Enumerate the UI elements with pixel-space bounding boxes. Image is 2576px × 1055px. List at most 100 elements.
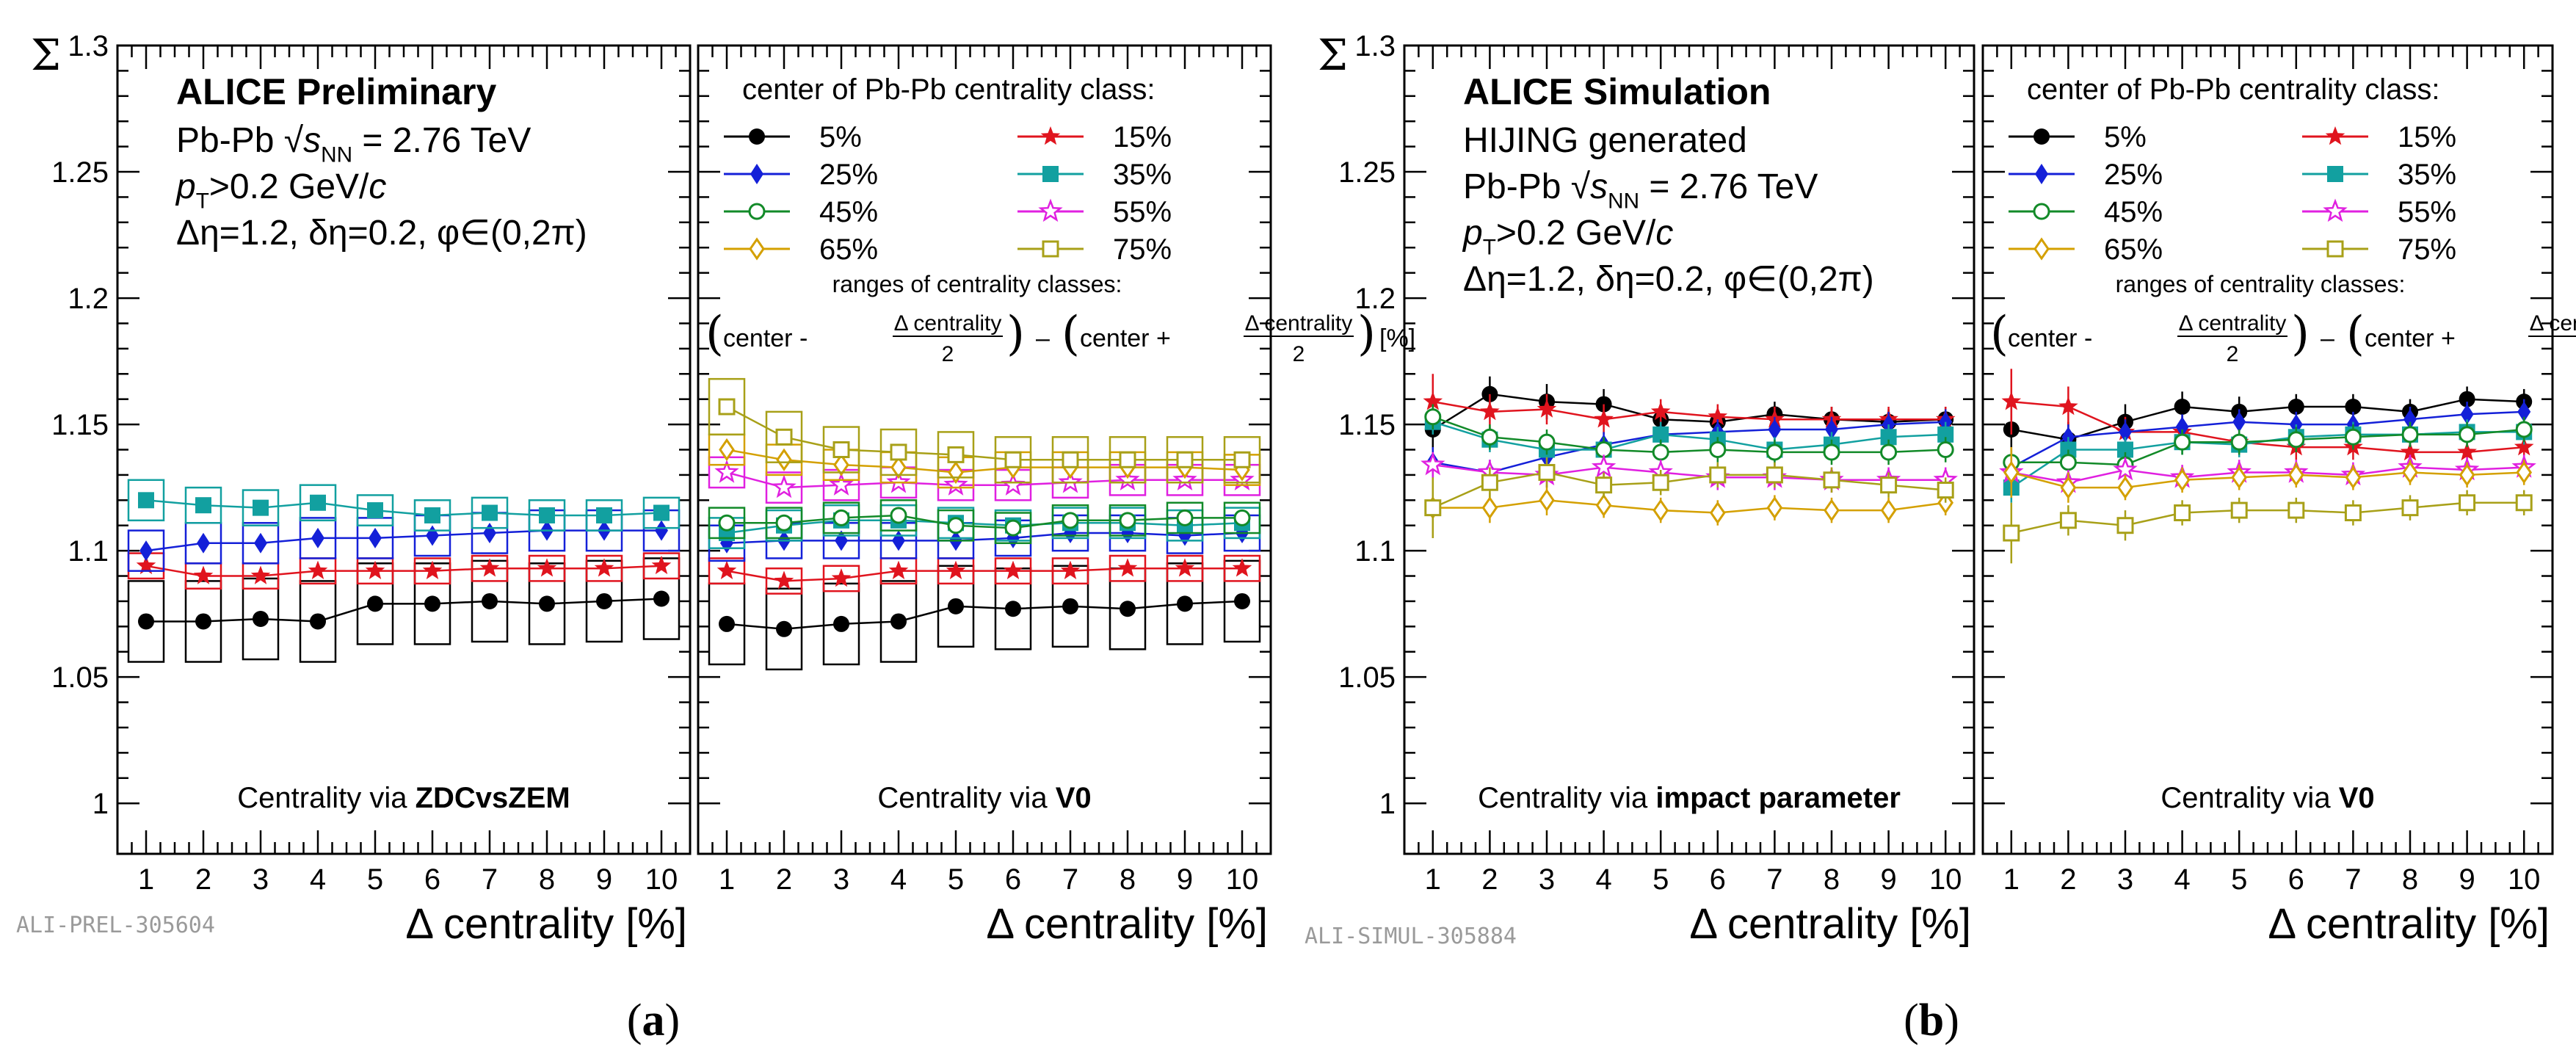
data-point <box>1423 391 1443 410</box>
x-tick-label: 8 <box>1824 863 1840 896</box>
data-point <box>1119 512 1136 529</box>
data-point <box>482 592 498 609</box>
x-tick-label: 2 <box>2060 863 2076 896</box>
systematic-box <box>765 471 803 504</box>
systematic-box <box>1109 436 1147 484</box>
data-point <box>890 455 907 479</box>
data-point <box>2116 517 2134 534</box>
data-point <box>1005 601 1021 617</box>
subpanel-b-1: 1 2 3 4 5 6 7 8 9 10 Δ centrality [%] Centrality vi… <box>1403 44 1975 948</box>
legend-label: 25% <box>2104 159 2163 191</box>
systematic-box <box>994 512 1032 545</box>
series-line <box>727 514 1242 529</box>
data-point <box>653 590 670 607</box>
systematic-box <box>994 557 1032 585</box>
data-point <box>1768 418 1782 440</box>
data-point <box>2059 454 2077 471</box>
series-line <box>1432 393 1946 431</box>
data-point <box>719 615 735 632</box>
data-point <box>2230 433 2248 451</box>
data-point <box>1766 466 1783 484</box>
data-point <box>653 504 670 521</box>
data-point <box>2401 499 2419 517</box>
data-point <box>2175 416 2189 438</box>
data-point <box>1539 488 1555 512</box>
data-point <box>1880 443 1898 461</box>
data-point <box>890 507 907 524</box>
chart-panel-a: Σ11.051.11.151.21.251.31 2 3 4 5 6 7 8 9 10Δ cent… <box>16 30 1415 1045</box>
data-point <box>1060 560 1081 579</box>
series-line <box>145 499 662 517</box>
systematic-box <box>642 552 681 580</box>
data-point <box>2174 433 2191 451</box>
series-line <box>2011 398 2525 441</box>
systematic-box <box>127 580 165 663</box>
data-point <box>718 514 736 532</box>
legend-label: 65% <box>819 233 878 266</box>
data-point <box>253 611 269 628</box>
systematic-box <box>528 554 566 582</box>
series-35pct <box>1424 409 1954 463</box>
data-point <box>138 492 154 509</box>
y-tick-label: 1.3 <box>1354 30 1396 62</box>
data-point <box>1176 451 1194 468</box>
data-point <box>1062 598 1078 614</box>
data-point <box>367 595 383 612</box>
data-point <box>369 527 382 548</box>
systematic-box <box>242 522 280 565</box>
legend-entry: 55% <box>2302 196 2456 228</box>
systematic-box <box>879 428 918 476</box>
series-line <box>146 598 662 623</box>
series-45pct <box>708 499 1261 545</box>
y-tick-label: 1.05 <box>1338 661 1396 694</box>
data-point <box>138 613 154 630</box>
data-point <box>2174 399 2191 416</box>
formula-paren: ) <box>1006 307 1025 361</box>
legend-entry: 15% <box>1017 121 1172 153</box>
data-point <box>1062 512 1079 529</box>
formula-dash: – <box>1036 325 1050 352</box>
experiment-label: ALICE Preliminary <box>176 71 496 112</box>
systematic-box <box>937 509 975 542</box>
y-tick-label: 1.05 <box>51 661 109 694</box>
x-tick-label: 7 <box>1062 863 1078 896</box>
x-axis-title: Δ centrality [%] <box>405 900 687 948</box>
data-point <box>2231 465 2248 489</box>
data-point <box>253 499 269 516</box>
series-line <box>2011 400 2525 454</box>
data-point <box>1937 441 1954 458</box>
series-line <box>1432 400 1946 421</box>
x-tick-label: 2 <box>1481 863 1498 896</box>
systematic-box <box>184 580 222 663</box>
y-tick-label: 1.2 <box>1354 283 1396 315</box>
legend-entry: 5% <box>724 121 862 153</box>
data-point <box>775 514 793 532</box>
x-axis-title: Δ centrality [%] <box>986 900 1268 948</box>
data-point <box>1880 429 1897 446</box>
series-line <box>1432 421 1946 474</box>
series-5pct <box>2003 386 2533 457</box>
legend-label: 45% <box>2104 196 2163 228</box>
data-point <box>1595 476 1613 494</box>
systematic-box <box>708 557 746 585</box>
systematic-box <box>127 529 165 572</box>
series-45pct <box>1424 404 1954 465</box>
series-65pct <box>1424 477 1954 538</box>
series-line <box>726 567 1242 582</box>
systematic-box <box>1109 554 1147 582</box>
series-line <box>2011 428 2525 466</box>
systematic-box <box>822 582 860 666</box>
systematic-box <box>1223 554 1261 582</box>
data-point <box>1175 558 1195 577</box>
data-point <box>426 525 439 546</box>
x-tick-label: 6 <box>1710 863 1726 896</box>
header-line: Pb-Pb √sNN = 2.76 TeV <box>176 121 531 167</box>
data-point <box>2403 409 2417 430</box>
plot-frame <box>116 44 692 855</box>
data-point <box>831 568 852 587</box>
data-point <box>1421 452 1445 476</box>
header-line: pT>0.2 GeV/c <box>1462 214 1673 259</box>
data-point <box>2059 512 2077 529</box>
data-point <box>2516 460 2533 485</box>
